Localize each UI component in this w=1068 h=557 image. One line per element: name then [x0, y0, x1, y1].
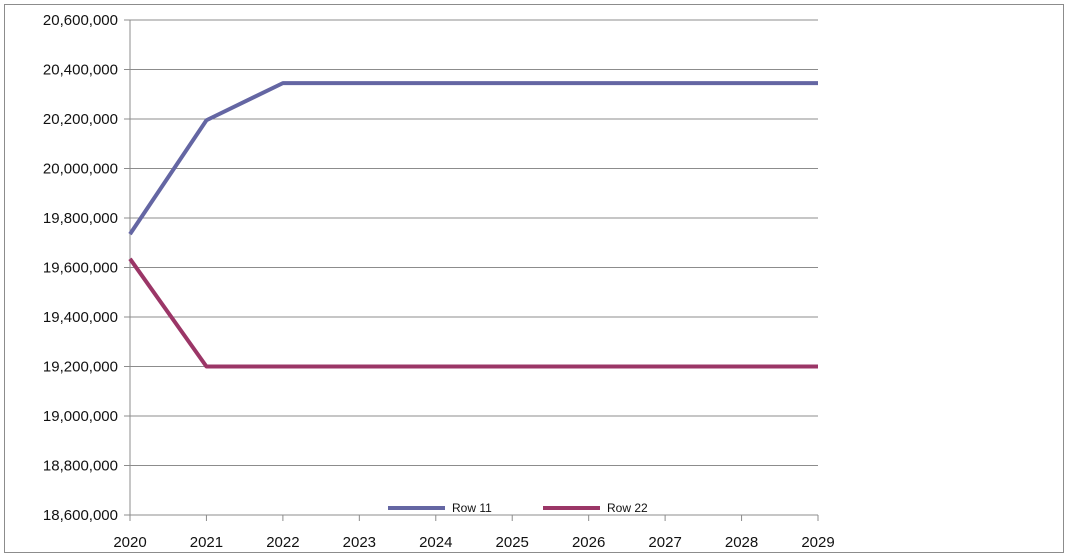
y-tick-label: 20,400,000 [43, 62, 118, 79]
y-tick-label: 19,600,000 [43, 260, 118, 277]
legend-label: Row 11 [452, 501, 492, 515]
legend-label: Row 22 [607, 501, 648, 515]
x-tick-label: 2029 [801, 534, 834, 551]
y-tick-label: 19,800,000 [43, 210, 118, 227]
x-tick-label: 2027 [648, 534, 681, 551]
y-tick-label: 19,200,000 [43, 359, 118, 376]
chart-frame [4, 4, 1064, 553]
y-tick-label: 19,400,000 [43, 309, 118, 326]
y-tick-label: 20,200,000 [43, 111, 118, 128]
series-line [128, 81, 818, 236]
y-tick-labels: 18,600,000 18,800,000 19,000,000 19,200,000… [43, 12, 118, 524]
y-tick-label: 20,600,000 [43, 12, 118, 29]
x-tick-label: 2022 [266, 534, 299, 551]
x-tick-label: 2026 [572, 534, 605, 551]
x-tick-label: 2028 [725, 534, 758, 551]
y-tick-label: 20,000,000 [43, 161, 118, 178]
y-tick-label: 18,600,000 [43, 507, 118, 524]
legend: Row 11 Row 22 [388, 501, 648, 515]
x-tick-label: 2023 [343, 534, 376, 551]
gridlines [130, 19, 818, 466]
series-lines [128, 81, 818, 369]
y-tick-label: 19,000,000 [43, 408, 118, 425]
series-line [128, 257, 818, 369]
x-tick-label: 2024 [419, 534, 452, 551]
y-tick-label: 18,800,000 [43, 458, 118, 475]
x-tick-label: 2025 [496, 534, 529, 551]
axes [124, 19, 819, 521]
x-tick-labels: 2020 2021 2022 2023 2024 2025 2026 2027 2028 2029 [113, 534, 834, 551]
x-tick-label: 2021 [190, 534, 223, 551]
x-tick-label: 2020 [113, 534, 146, 551]
